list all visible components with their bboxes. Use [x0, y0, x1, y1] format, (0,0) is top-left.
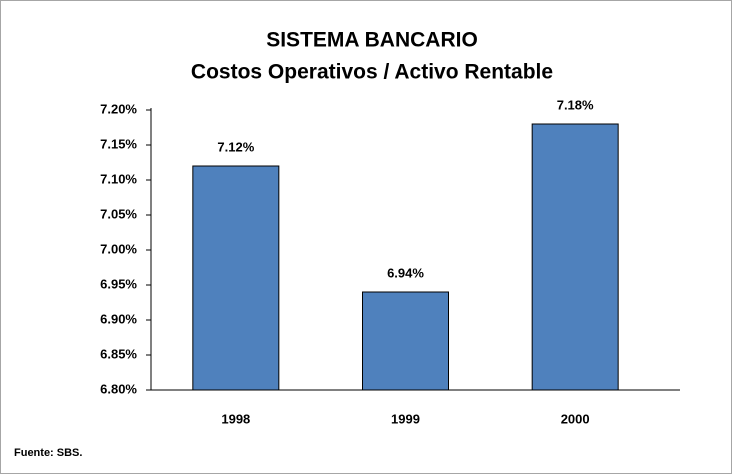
- chart-title: SISTEMA BANCARIO: [266, 29, 478, 52]
- bar: [531, 123, 619, 391]
- y-tick-label: 6.80%: [100, 381, 137, 396]
- y-tick-label: 7.10%: [100, 171, 137, 186]
- y-tick-label: 7.15%: [100, 136, 137, 151]
- bar: [192, 165, 280, 391]
- x-tick-label: 2000: [561, 411, 590, 426]
- source-note: Fuente: SBS.: [14, 447, 82, 459]
- y-tick-label: 7.05%: [100, 206, 137, 221]
- y-tick-label: 6.90%: [100, 311, 137, 326]
- value-label: 6.94%: [387, 265, 424, 280]
- y-tick-label: 6.85%: [100, 346, 137, 361]
- value-label: 7.12%: [217, 139, 254, 154]
- y-tick-label: 7.20%: [100, 101, 137, 116]
- x-tick-label: 1998: [221, 411, 250, 426]
- chart-subtitle: Costos Operativos / Activo Rentable: [191, 61, 553, 84]
- bar: [362, 291, 449, 391]
- value-label: 7.18%: [557, 97, 594, 112]
- y-tick-label: 6.95%: [100, 276, 137, 291]
- y-tick-label: 7.00%: [100, 241, 137, 256]
- x-tick-label: 1999: [391, 411, 420, 426]
